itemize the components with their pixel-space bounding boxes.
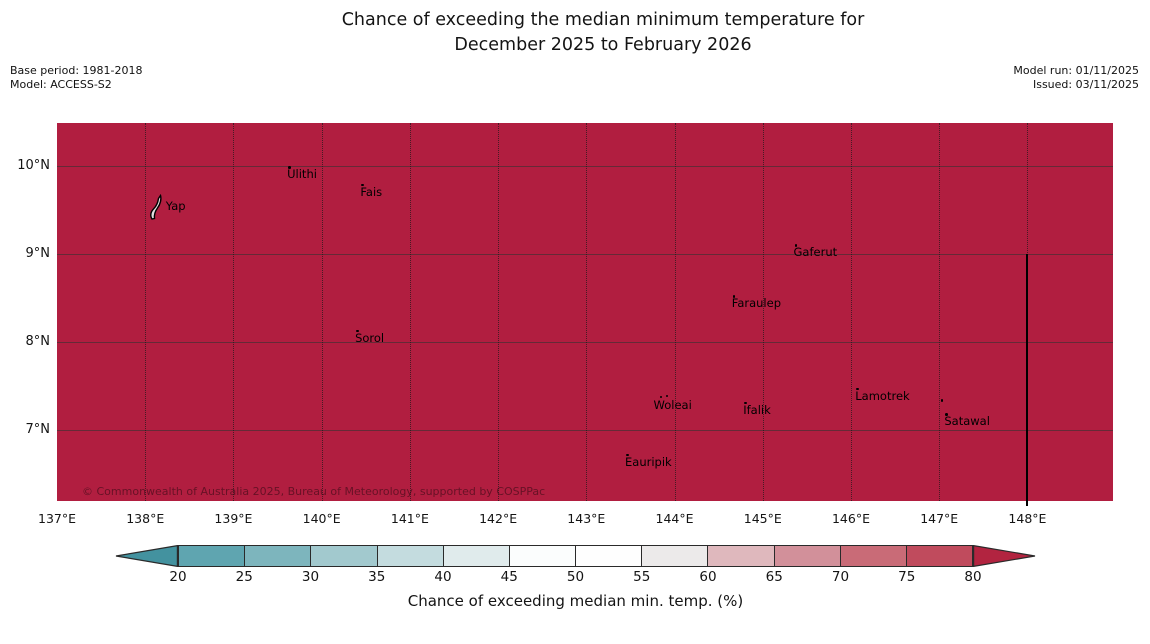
- lat-tick-label: 10°N: [17, 158, 50, 174]
- colorbar-tick-label: 45: [500, 569, 518, 585]
- place-label: Woleai: [653, 397, 692, 412]
- colorbar-tick-label: 25: [235, 569, 253, 585]
- island-dot: [626, 453, 629, 457]
- island-dot: [856, 387, 859, 391]
- colorbar-segments: [178, 545, 974, 567]
- colorbar-tick-label: 65: [765, 569, 783, 585]
- colorbar-tick-label: 20: [169, 569, 187, 585]
- colorbar-tick-label: 60: [699, 569, 717, 585]
- lon-tick-label: 140°E: [302, 511, 341, 526]
- colorbar-segment: [508, 546, 576, 566]
- yap-island-icon: [149, 194, 162, 221]
- colorbar-segment: [575, 546, 642, 566]
- longitude-gridline: [409, 123, 411, 501]
- island-dot: [794, 244, 798, 247]
- lat-tick-label: 7°N: [25, 421, 51, 437]
- colorbar-tick-label: 80: [964, 569, 982, 585]
- issued-text: Issued: 03/11/2025: [1032, 77, 1139, 91]
- base-period-text: Base period: 1981-2018: [10, 64, 143, 77]
- longitude-gridline: [586, 123, 588, 501]
- title-line-1: Chance of exceeding the median minimum t…: [341, 10, 865, 30]
- colorbar-segment: [442, 546, 509, 566]
- colorbar-segment: [244, 546, 311, 566]
- colorbar-segment: [178, 546, 245, 566]
- model-name-text: Model: ACCESS-S2: [10, 77, 112, 91]
- lon-tick-label: 146°E: [831, 511, 870, 526]
- place-label: Gaferut: [793, 245, 838, 260]
- lon-tick-label: 141°E: [390, 511, 429, 526]
- island-dot: [288, 166, 291, 169]
- model-info: Base period: 1981-2018 Model: ACCESS-S2: [10, 64, 142, 91]
- lon-tick-label: 144°E: [655, 511, 694, 526]
- place-label: Sorol: [355, 330, 385, 345]
- model-run-text: Model run: 01/11/2025: [1013, 64, 1139, 77]
- island-dot: [732, 295, 736, 298]
- lat-tick-label: 8°N: [25, 333, 51, 349]
- place-label: Eauripik: [625, 454, 672, 469]
- colorbar-left-arrow: [115, 545, 178, 567]
- colorbar-segment: [773, 546, 840, 566]
- place-label: Yap: [165, 199, 186, 214]
- page-title: Chance of exceeding the median minimum t…: [56, 8, 1150, 58]
- longitude-gridline: [762, 123, 764, 501]
- lon-tick-label: 143°E: [567, 511, 606, 526]
- colorbar-right-arrow: [973, 545, 1036, 567]
- colorbar-tick-label: 40: [434, 569, 452, 585]
- island-dot: [659, 395, 663, 398]
- colorbar-tick-label: 75: [898, 569, 916, 585]
- longitude-gridline: [939, 123, 941, 501]
- lon-tick-label: 138°E: [126, 511, 165, 526]
- lon-tick-label: 139°E: [214, 511, 253, 526]
- boundary-line: [1026, 253, 1029, 506]
- longitude-gridline: [321, 123, 323, 501]
- island-dot: [361, 183, 364, 187]
- colorbar-label: Chance of exceeding median min. temp. (%…: [407, 592, 744, 610]
- copyright-notice: © Commonwealth of Australia 2025, Bureau…: [82, 485, 546, 498]
- island-dot: [356, 329, 359, 333]
- place-label: Ulithi: [287, 167, 317, 182]
- latitude-gridline: [57, 166, 1113, 168]
- place-label: Faraulep: [731, 296, 782, 311]
- colorbar-tick-label: 50: [566, 569, 585, 585]
- island-dot: [744, 401, 747, 405]
- title-line-2: December 2025 to February 2026: [454, 35, 752, 55]
- place-label: Lamotrek: [855, 388, 910, 403]
- forecast-map: © Commonwealth of Australia 2025, Bureau…: [57, 123, 1113, 506]
- longitude-gridline: [145, 123, 147, 501]
- colorbar: [115, 545, 1036, 567]
- place-label: Ifalik: [743, 402, 771, 417]
- colorbar-segment: [310, 546, 377, 566]
- island-dot: [665, 394, 669, 397]
- colorbar-segment: [641, 546, 708, 566]
- lon-tick-label: 142°E: [479, 511, 518, 526]
- longitude-gridline: [850, 123, 852, 501]
- island-dot: [940, 399, 944, 402]
- colorbar-segment: [707, 546, 774, 566]
- colorbar-segment: [839, 546, 906, 566]
- run-info: Model run: 01/11/2025 Issued: 03/11/2025: [1013, 64, 1139, 91]
- colorbar-segment: [905, 546, 974, 566]
- lat-tick-label: 9°N: [25, 245, 51, 261]
- lon-tick-label: 147°E: [920, 511, 959, 526]
- colorbar-tick-label: 55: [633, 569, 651, 585]
- latitude-gridline: [57, 341, 1113, 343]
- longitude-gridline: [674, 123, 676, 501]
- lon-tick-label: 148°E: [1008, 511, 1047, 526]
- latitude-gridline: [57, 429, 1113, 431]
- colorbar-tick-label: 35: [368, 569, 386, 585]
- colorbar-segment: [376, 546, 443, 566]
- colorbar-tick-label: 70: [831, 569, 850, 585]
- lon-tick-label: 137°E: [37, 511, 77, 526]
- colorbar-tick-label: 30: [301, 569, 320, 585]
- lon-tick-label: 145°E: [743, 511, 782, 526]
- longitude-gridline: [233, 123, 235, 501]
- place-label: Fais: [360, 184, 383, 199]
- place-label: Satawal: [944, 414, 990, 429]
- island-dot: [945, 413, 948, 416]
- latitude-gridline: [57, 253, 1113, 255]
- longitude-gridline: [498, 123, 500, 501]
